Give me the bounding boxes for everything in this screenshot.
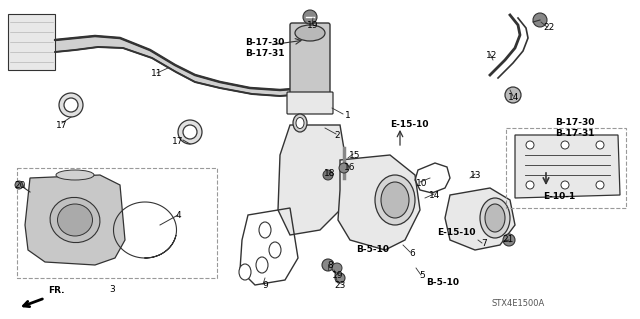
- Circle shape: [178, 120, 202, 144]
- Polygon shape: [8, 14, 55, 70]
- Circle shape: [596, 141, 604, 149]
- Circle shape: [533, 13, 547, 27]
- Text: 2: 2: [334, 130, 340, 139]
- Ellipse shape: [480, 198, 510, 238]
- Ellipse shape: [375, 175, 415, 225]
- Text: 19: 19: [307, 20, 319, 29]
- Circle shape: [596, 181, 604, 189]
- Text: 23: 23: [334, 280, 346, 290]
- Bar: [506, 128, 626, 208]
- FancyBboxPatch shape: [290, 23, 330, 102]
- Ellipse shape: [269, 242, 281, 258]
- FancyBboxPatch shape: [287, 92, 333, 114]
- Text: 16: 16: [344, 164, 356, 173]
- Text: 5: 5: [419, 271, 425, 280]
- Text: 21: 21: [502, 235, 514, 244]
- Polygon shape: [338, 155, 420, 250]
- Ellipse shape: [256, 257, 268, 273]
- Text: 14: 14: [429, 190, 441, 199]
- Circle shape: [503, 234, 515, 246]
- Text: STX4E1500A: STX4E1500A: [492, 299, 545, 308]
- Text: 18: 18: [324, 168, 336, 177]
- Ellipse shape: [58, 204, 93, 236]
- Text: E-10-1: E-10-1: [543, 192, 575, 201]
- Circle shape: [339, 163, 349, 173]
- Circle shape: [332, 263, 342, 273]
- Circle shape: [64, 98, 78, 112]
- Ellipse shape: [56, 170, 94, 180]
- Text: 1: 1: [345, 110, 351, 120]
- Text: 17: 17: [56, 121, 68, 130]
- Ellipse shape: [293, 114, 307, 132]
- Text: 10: 10: [416, 179, 428, 188]
- Ellipse shape: [50, 197, 100, 242]
- Text: 22: 22: [543, 24, 555, 33]
- Text: 13: 13: [470, 170, 482, 180]
- Text: 19: 19: [332, 271, 344, 279]
- Text: 11: 11: [151, 70, 163, 78]
- Text: E-15-10: E-15-10: [390, 120, 429, 129]
- Circle shape: [561, 141, 569, 149]
- Polygon shape: [25, 175, 125, 265]
- Circle shape: [303, 10, 317, 24]
- Polygon shape: [515, 135, 620, 198]
- Text: 4: 4: [175, 211, 181, 219]
- Text: 6: 6: [409, 249, 415, 257]
- Text: 14: 14: [508, 93, 520, 101]
- Polygon shape: [445, 188, 515, 250]
- Text: 9: 9: [262, 280, 268, 290]
- Ellipse shape: [295, 25, 325, 41]
- Circle shape: [183, 125, 197, 139]
- Bar: [17, 168, 217, 278]
- Text: 12: 12: [486, 50, 498, 60]
- Text: B-17-30
B-17-31: B-17-30 B-17-31: [555, 118, 595, 138]
- Ellipse shape: [296, 117, 304, 129]
- Circle shape: [526, 181, 534, 189]
- Circle shape: [322, 259, 334, 271]
- Circle shape: [59, 93, 83, 117]
- Text: 7: 7: [481, 239, 487, 248]
- Text: B-5-10: B-5-10: [426, 278, 460, 287]
- Text: E-15-10: E-15-10: [437, 228, 476, 237]
- Text: FR.: FR.: [48, 286, 65, 295]
- Text: 20: 20: [14, 181, 26, 189]
- Circle shape: [323, 170, 333, 180]
- Circle shape: [335, 273, 345, 283]
- Text: B-17-30
B-17-31: B-17-30 B-17-31: [245, 38, 285, 58]
- Circle shape: [505, 87, 521, 103]
- Polygon shape: [55, 36, 320, 96]
- Ellipse shape: [259, 222, 271, 238]
- Ellipse shape: [485, 204, 505, 232]
- Ellipse shape: [239, 264, 251, 280]
- Circle shape: [15, 181, 23, 189]
- Text: B-5-10: B-5-10: [356, 245, 390, 254]
- Circle shape: [526, 141, 534, 149]
- Polygon shape: [278, 125, 345, 235]
- Text: 8: 8: [327, 261, 333, 270]
- Text: 17: 17: [172, 137, 184, 146]
- Circle shape: [561, 181, 569, 189]
- Text: 3: 3: [109, 286, 115, 294]
- Text: 15: 15: [349, 151, 361, 160]
- Ellipse shape: [381, 182, 409, 218]
